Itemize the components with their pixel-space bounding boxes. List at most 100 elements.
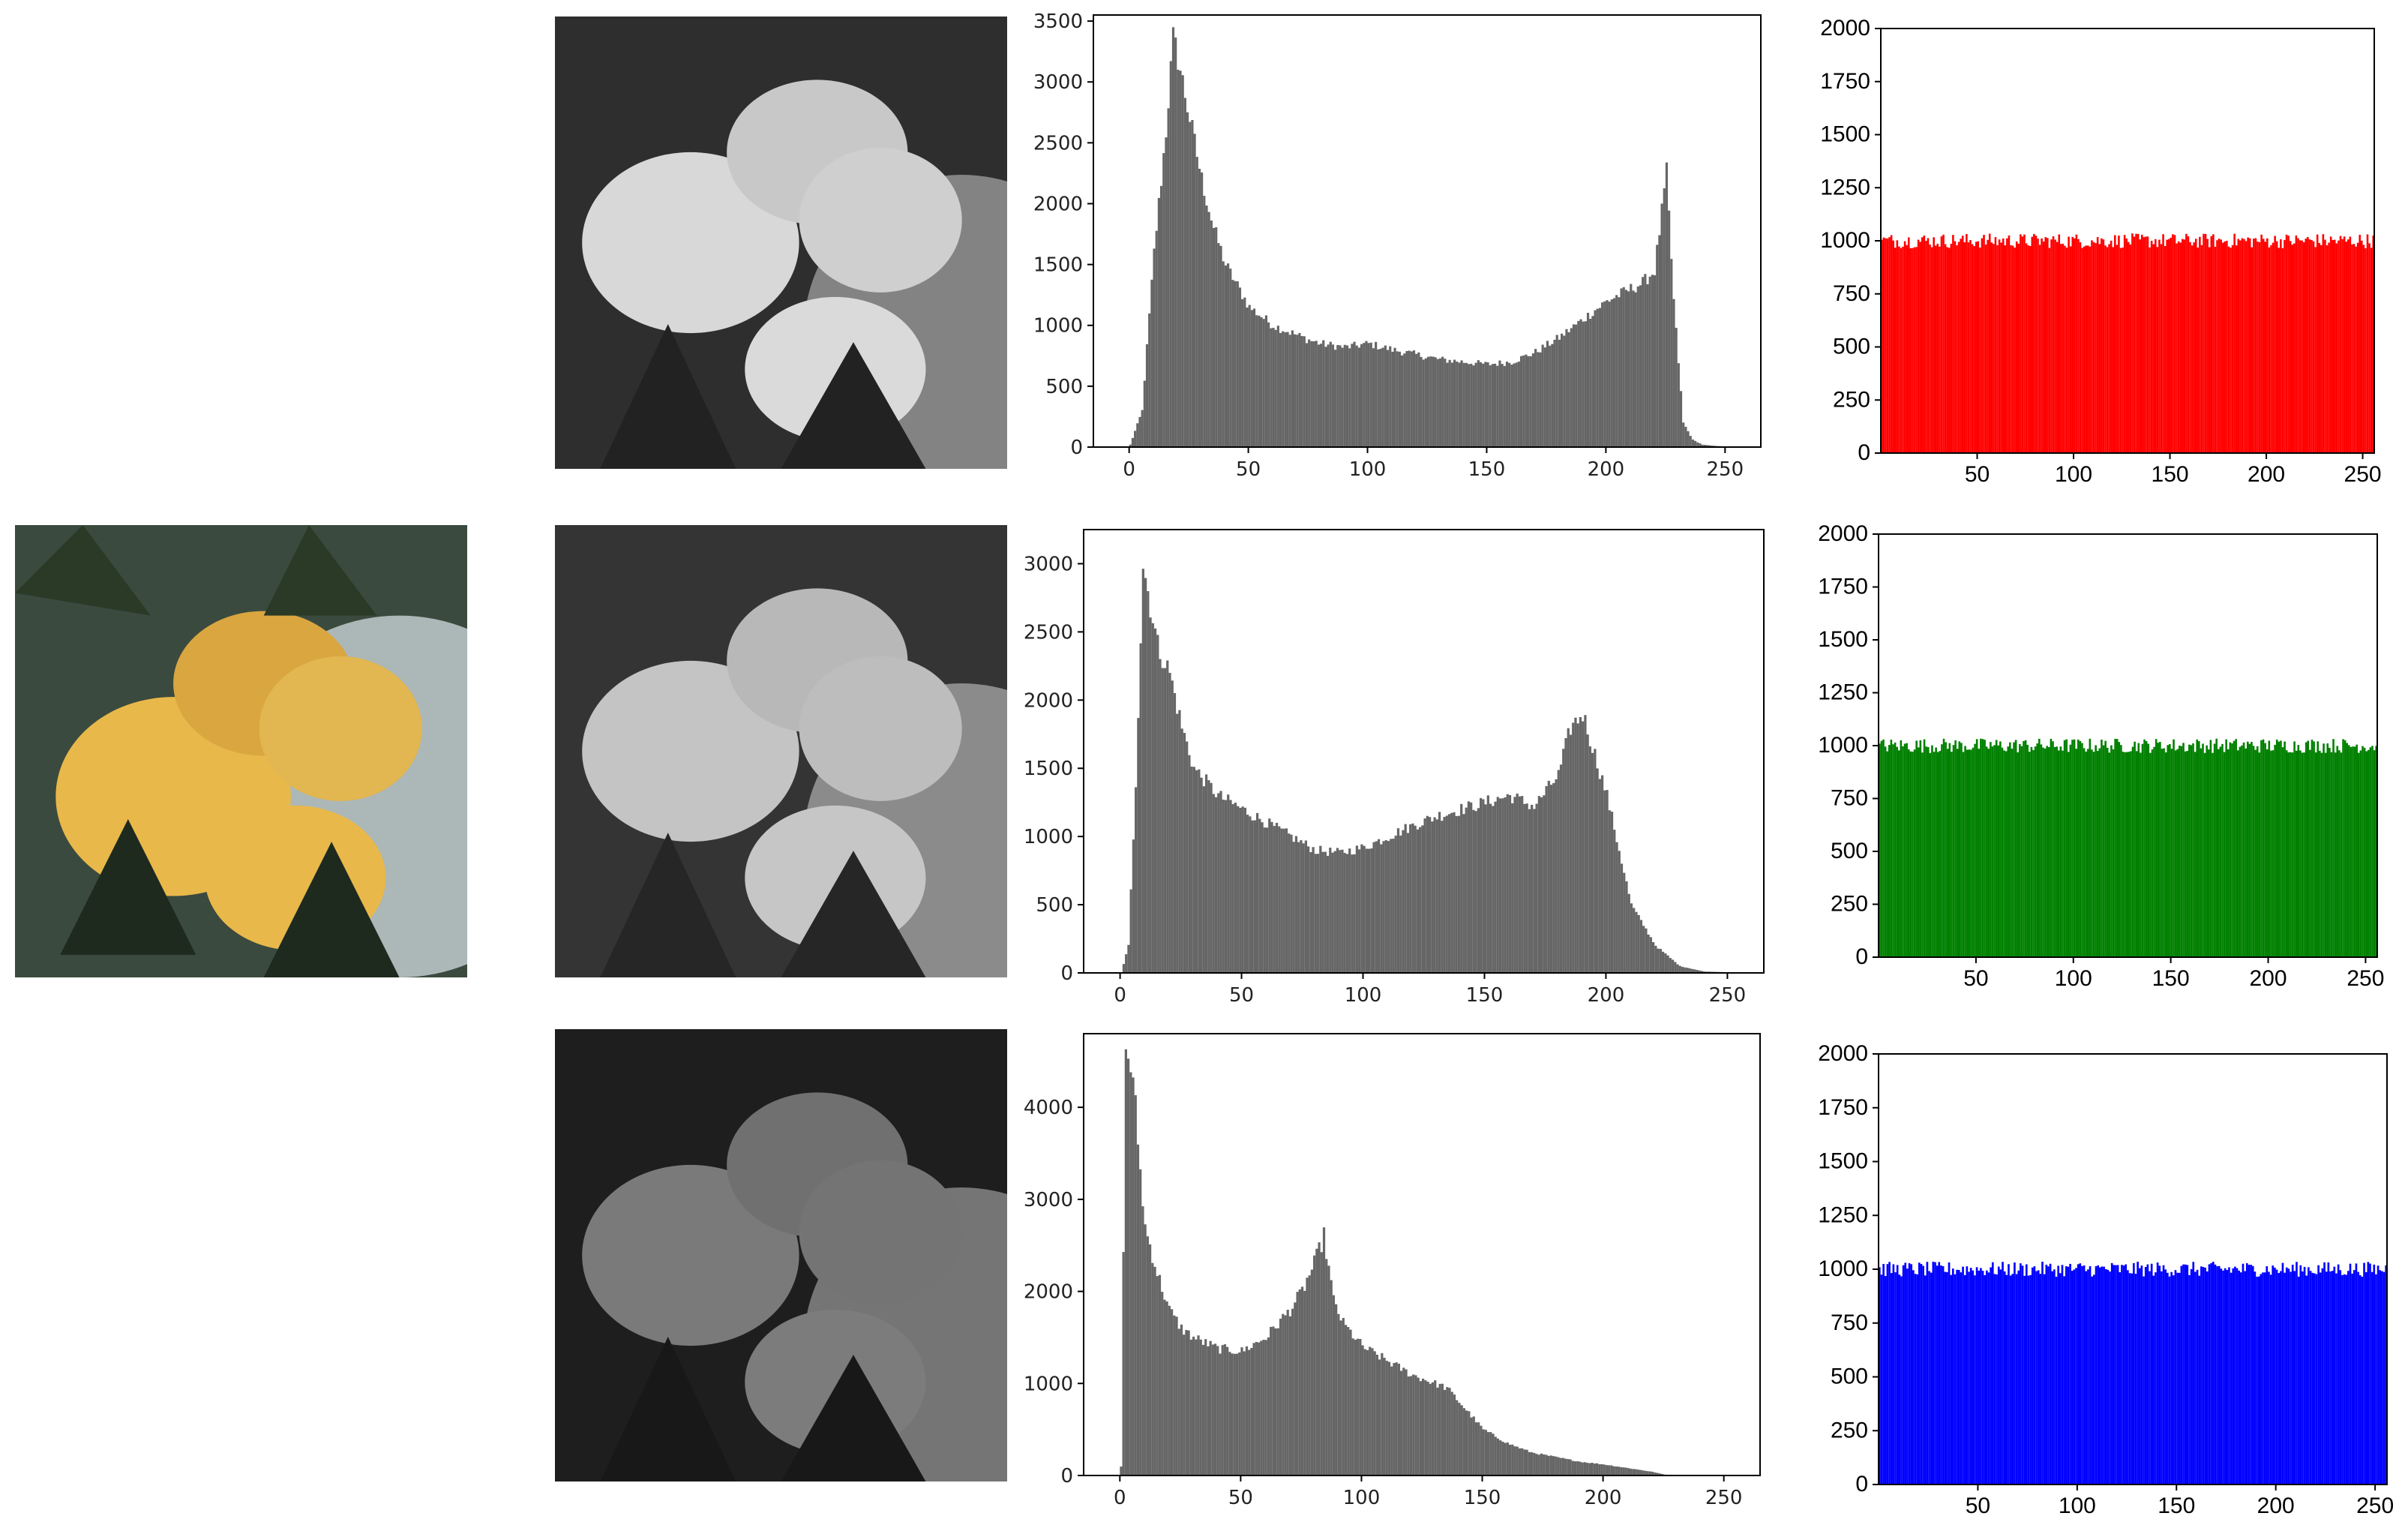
histogram-bar [1985, 746, 1988, 957]
histogram-bar [2262, 239, 2265, 453]
histogram-bar [1547, 780, 1550, 973]
histogram-bar [1457, 815, 1461, 973]
histogram-bar [2104, 1268, 2107, 1484]
histogram-bar [1255, 315, 1258, 447]
histogram-bar [1436, 359, 1439, 447]
histogram-bar [1342, 1318, 1345, 1475]
histogram-bar [2017, 1270, 2020, 1484]
histogram-bar [2314, 1273, 2316, 1484]
x-tick-label: 250 [1709, 984, 1747, 1007]
histogram-bar [1503, 365, 1506, 447]
histogram-bar [2133, 236, 2136, 453]
histogram-bar [2301, 752, 2304, 957]
x-tick-label: 250 [1705, 1487, 1743, 1509]
histogram-bar [1286, 332, 1289, 447]
histogram-bar [1627, 1468, 1630, 1475]
histogram-bar [1224, 800, 1228, 973]
histogram-bar [2112, 247, 2115, 453]
histogram-bar [1153, 248, 1156, 447]
histogram-bar [2335, 1273, 2338, 1484]
histogram-bar [1591, 316, 1594, 447]
histogram-bar [1987, 749, 1990, 957]
histogram-bar [1900, 1276, 1903, 1484]
histogram-bar [1642, 277, 1645, 447]
histogram-bar [2011, 1274, 2014, 1484]
histogram-bar [1141, 1206, 1144, 1475]
histogram-bar [2061, 1265, 2064, 1484]
histogram-bar [1446, 1387, 1449, 1475]
histogram-bar [2309, 1271, 2312, 1484]
x-tick-label: 150 [1466, 984, 1504, 1007]
histogram-bar [1944, 1271, 1947, 1484]
histogram-bar [2089, 1265, 2092, 1484]
histogram-bar [1389, 346, 1392, 447]
histogram-bar [1416, 829, 1420, 973]
histogram-bar [1414, 1375, 1417, 1475]
histogram-bar [1337, 1313, 1340, 1475]
histogram-bar [1210, 220, 1213, 447]
histogram-bar [2234, 1266, 2236, 1484]
histogram-bar [1251, 820, 1254, 973]
histogram-bar [1968, 1271, 1970, 1484]
histogram-bar [1270, 328, 1273, 447]
y-tick-label: 0 [1855, 1472, 1868, 1496]
histogram-bar [2146, 1264, 2149, 1484]
histogram-bar [2281, 747, 2284, 957]
histogram-bar [1435, 819, 1438, 973]
histogram-bar [1125, 954, 1128, 973]
histogram-bar [1468, 364, 1471, 447]
histogram-bar [1417, 352, 1420, 447]
pineapple-color-photo [15, 525, 467, 977]
histogram-bar [1561, 1457, 1565, 1475]
histogram-bar [2204, 233, 2207, 453]
histogram-bar [1248, 1349, 1251, 1475]
histogram-bar [1423, 818, 1426, 973]
histogram-bar [1484, 804, 1487, 973]
histogram-bar [1576, 1461, 1579, 1475]
histogram-bar [1617, 1466, 1621, 1475]
histogram-bar [1942, 738, 1945, 957]
histogram-bar [1472, 809, 1475, 973]
histogram-bar [1558, 339, 1561, 447]
histogram-bar [1555, 1456, 1558, 1475]
histogram-bar [1227, 263, 1230, 447]
histogram-bar [2281, 1262, 2284, 1484]
histogram-bar [1327, 1265, 1330, 1475]
histogram-bar [1696, 442, 1699, 447]
histogram-bar [1412, 350, 1416, 447]
histogram-bar [1305, 343, 1309, 447]
histogram-bar [2015, 1274, 2018, 1484]
histogram-bar [1434, 1380, 1437, 1475]
histogram-bar [1896, 1265, 1899, 1484]
histogram-bar [2140, 234, 2143, 453]
histogram-bar [1262, 1340, 1265, 1475]
histogram-bar [1419, 1381, 1422, 1475]
histogram-bar [2149, 1271, 2151, 1484]
histogram-bar [1686, 968, 1689, 973]
histogram-bar [2037, 239, 2039, 453]
histogram-bar [2293, 741, 2296, 957]
histogram-bar [1477, 1422, 1480, 1475]
histogram-bar [2329, 1271, 2332, 1484]
x-tick-label: 100 [2055, 462, 2092, 487]
histogram-bar [1336, 344, 1339, 447]
histogram-bar [2106, 747, 2109, 957]
histogram-bar [2011, 749, 2014, 957]
histogram-bar [2153, 746, 2155, 957]
histogram-bar [1426, 815, 1429, 973]
histogram-bar [2210, 1262, 2212, 1484]
histogram-bar [1978, 749, 1981, 957]
histogram-bar [1195, 1339, 1198, 1475]
histogram-bar [2049, 1263, 2052, 1484]
histogram-bar [1670, 259, 1673, 447]
histogram-bar [1898, 1274, 1901, 1484]
histogram-bar [2246, 741, 2249, 957]
histogram-bar [1492, 1433, 1495, 1475]
histogram-bar [1543, 1454, 1546, 1475]
histogram-bar [1272, 1326, 1275, 1475]
histogram-bar [2003, 1271, 2006, 1484]
histogram-bar [1432, 356, 1435, 447]
histogram-bar [1693, 969, 1696, 973]
histogram-bar [2290, 1271, 2292, 1484]
